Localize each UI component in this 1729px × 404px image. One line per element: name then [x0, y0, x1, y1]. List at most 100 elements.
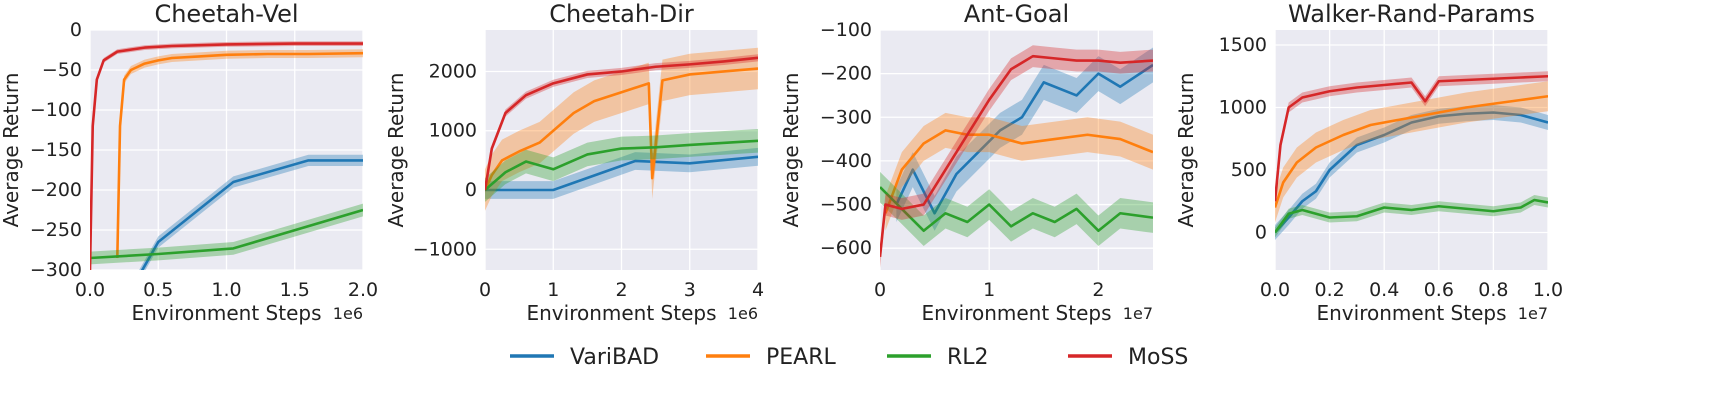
line-varibad	[1275, 111, 1548, 234]
x-tick-label: 3	[684, 279, 696, 301]
band-varibad	[1275, 105, 1548, 240]
x-tick-label: 1.0	[1533, 279, 1563, 301]
line-pearl	[884, 129, 1153, 214]
x-tick-label: 4	[752, 279, 764, 301]
x-tick-label: 2	[615, 279, 627, 301]
x-tick-label: 1	[547, 279, 559, 301]
y-tick-label: 0	[465, 179, 477, 201]
band-rl2	[1275, 195, 1548, 238]
line-pearl	[116, 51, 363, 259]
legend-item-rl2: RL2	[887, 345, 989, 370]
x-tick-label: 0.5	[143, 279, 173, 301]
x-axis-label: Environment Steps	[131, 301, 321, 325]
y-tick-label: 1000	[1219, 97, 1267, 119]
band-varibad	[896, 47, 1153, 231]
y-tick-label: −50	[42, 59, 82, 81]
x-tick-label: 0.0	[1260, 279, 1290, 301]
y-tick-label: −200	[30, 179, 82, 201]
y-axis-label: Average Return	[384, 73, 408, 228]
y-tick-label: 2000	[429, 60, 477, 82]
x-tick-label: 0.8	[1478, 279, 1508, 301]
y-tick-label: −250	[30, 219, 82, 241]
band-rl2	[90, 203, 363, 265]
y-tick-label: 0	[1255, 222, 1267, 244]
y-tick-label: −150	[30, 139, 82, 161]
series-group	[90, 41, 363, 270]
subplot-4: 0.0 0.2 0.4 0.6 0.8 1.0 0 500 1000 1500 Walker-Ran…	[1174, 0, 1563, 325]
y-tick-label: −300	[30, 259, 82, 281]
band-pearl	[885, 112, 1153, 231]
y-tick-label: 500	[1231, 159, 1267, 181]
subplot-1: 0.0 0.5 1.0 1.5 2.0 −300 −250 −200 −150 −100 −50 0 C…	[0, 0, 378, 325]
y-tick-label: −100	[30, 99, 82, 121]
subplot-title: Walker-Rand-Params	[1288, 0, 1535, 28]
y-axis-label: Average Return	[1174, 73, 1198, 228]
band-varibad	[485, 147, 758, 199]
band-pearl	[1275, 81, 1548, 223]
x-tick-label: 0	[874, 279, 886, 301]
x-tick-label: 1.5	[280, 279, 310, 301]
x-axis-exponent: 1e6	[728, 304, 758, 323]
y-tick-label: −200	[820, 63, 872, 85]
y-axis-label: Average Return	[0, 73, 23, 228]
x-tick-label: 0.0	[75, 279, 105, 301]
subplots: 0.0 0.5 1.0 1.5 2.0−300−250−200−150−100−500C…	[0, 0, 1563, 325]
x-tick-label: 2.0	[348, 279, 378, 301]
band-moss	[880, 45, 1153, 268]
x-tick-label: 0.6	[1424, 279, 1454, 301]
x-axis-exponent: 1e6	[333, 304, 363, 323]
y-tick-label: 1000	[429, 120, 477, 142]
y-tick-label: −600	[820, 237, 872, 259]
y-axis-label: Average Return	[779, 73, 803, 228]
subplot-title: Cheetah-Vel	[154, 0, 298, 28]
y-tick-label: −400	[820, 150, 872, 172]
band-pearl	[485, 47, 758, 211]
x-axis-label: Environment Steps	[1316, 301, 1506, 325]
x-tick-label: 0.4	[1369, 279, 1399, 301]
legend-label: MoSS	[1128, 345, 1188, 370]
line-rl2	[90, 208, 363, 260]
legend-item-varibad: VariBAD	[510, 345, 659, 370]
line-moss	[880, 54, 1153, 258]
legend-label: RL2	[947, 345, 989, 370]
x-axis-label: Environment Steps	[526, 301, 716, 325]
x-tick-label: 1	[983, 279, 995, 301]
series-group	[485, 47, 758, 211]
x-axis-exponent: 1e7	[1123, 304, 1153, 323]
x-tick-label: 0.2	[1314, 279, 1344, 301]
series-group	[880, 45, 1153, 268]
x-axis-label: Environment Steps	[921, 301, 1111, 325]
x-tick-label: 0	[479, 279, 491, 301]
legend-item-moss: MoSS	[1068, 345, 1188, 370]
legend-label: PEARL	[766, 345, 837, 370]
x-tick-label: 1.0	[211, 279, 241, 301]
line-pearl	[1275, 94, 1548, 208]
y-tick-label: −300	[820, 106, 872, 128]
y-tick-label: −1000	[413, 238, 477, 260]
line-rl2	[485, 139, 758, 191]
line-rl2	[880, 186, 1153, 233]
legend-label: VariBAD	[570, 345, 659, 370]
y-tick-label: −500	[820, 194, 872, 216]
y-tick-label: 0	[70, 19, 82, 41]
legend-item-pearl: PEARL	[706, 345, 837, 370]
line-varibad	[485, 155, 758, 192]
line-moss	[1275, 74, 1548, 202]
subplot-title: Ant-Goal	[964, 0, 1069, 28]
series-group	[1275, 71, 1548, 240]
legend: VariBAD PEARL RL2 MoSS	[510, 345, 1188, 370]
line-rl2	[1275, 198, 1548, 234]
band-rl2	[485, 128, 758, 202]
x-tick-label: 2	[1092, 279, 1104, 301]
subplot-2: 0 1 2 3 4−1000010002000Cheetah-DirEnvironmen…	[384, 0, 764, 325]
x-axis-exponent: 1e7	[1518, 304, 1548, 323]
line-moss	[485, 56, 758, 191]
y-tick-label: 1500	[1219, 34, 1267, 56]
line-varibad	[895, 63, 1153, 215]
band-rl2	[880, 171, 1153, 246]
line-moss	[90, 42, 363, 270]
y-tick-label: −100	[820, 19, 872, 41]
subplot-title: Cheetah-Dir	[549, 0, 694, 28]
subplot-3: 0 1 2 −600 −500 −400 −300 −200 −100 Ant-Goal Envir…	[779, 0, 1153, 325]
